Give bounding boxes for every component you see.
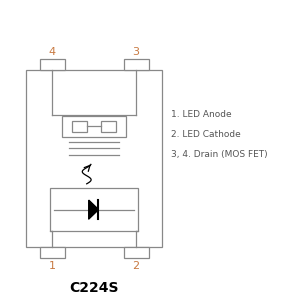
Bar: [50, 188, 138, 231]
Bar: [40, 247, 64, 258]
Text: 4: 4: [49, 47, 56, 57]
Text: 3: 3: [133, 47, 140, 57]
Text: 3, 4. Drain (MOS FET): 3, 4. Drain (MOS FET): [171, 150, 267, 159]
Text: 1. LED Anode: 1. LED Anode: [171, 110, 231, 119]
Bar: [72, 121, 87, 132]
Bar: [40, 59, 64, 70]
Bar: [62, 116, 127, 137]
Text: 2: 2: [133, 261, 140, 271]
Text: C224S: C224S: [69, 281, 119, 295]
Bar: [124, 247, 148, 258]
Bar: [26, 70, 162, 247]
Polygon shape: [89, 200, 98, 219]
Text: 2. LED Cathode: 2. LED Cathode: [171, 130, 240, 139]
Text: 1: 1: [49, 261, 56, 271]
Bar: [124, 59, 148, 70]
Bar: [101, 121, 116, 132]
